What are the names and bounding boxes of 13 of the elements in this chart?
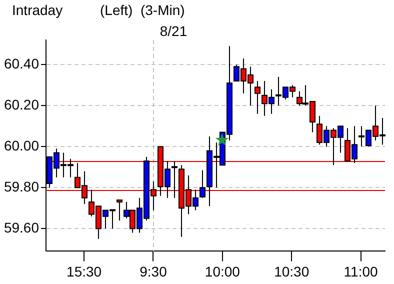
y-tick-label: 60.20 <box>4 96 40 112</box>
y-tick-label: 59.60 <box>4 220 40 236</box>
x-tick-label: 10:00 <box>204 263 240 280</box>
ref-line-label: 8/21 <box>160 22 188 39</box>
x-tick-label: 9:30 <box>140 263 168 280</box>
x-tick-label: 15:30 <box>66 263 102 280</box>
y-tick-label: 60.40 <box>4 55 40 72</box>
chart-subtitle: (Left) (3-Min) <box>100 2 185 18</box>
y-tick-label: 59.80 <box>4 178 40 194</box>
x-tick-label: 11:00 <box>344 263 378 280</box>
y-tick-label: 60.00 <box>4 137 40 154</box>
chart-title: Intraday <box>12 2 63 18</box>
x-tick-label: 10:30 <box>274 263 310 280</box>
